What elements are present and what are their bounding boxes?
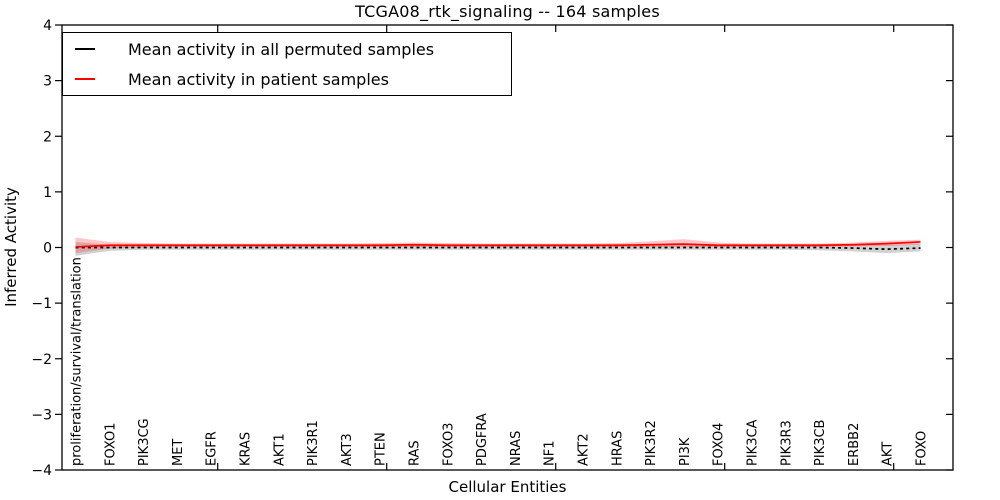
category-label: EGFR: [205, 431, 220, 466]
category-label: AKT1: [272, 433, 287, 466]
category-label: PIK3R1: [306, 420, 321, 466]
legend-line-sample-red: [75, 78, 95, 80]
category-label: AKT: [881, 442, 896, 466]
category-label: FOXO1: [103, 423, 118, 466]
category-label: NRAS: [509, 431, 524, 466]
y-tick-label: −2: [31, 352, 52, 368]
category-label: PIK3CA: [746, 419, 761, 466]
category-label: PIK3R3: [779, 420, 794, 466]
y-tick-label: 3: [43, 74, 52, 90]
legend-line-sample-black: [75, 48, 95, 50]
category-label: NF1: [543, 441, 558, 466]
y-tick-label: 2: [43, 129, 52, 145]
legend-label-permuted: Mean activity in all permuted samples: [128, 39, 435, 59]
category-label: HRAS: [610, 431, 625, 466]
category-label: PDGFRA: [475, 413, 490, 466]
legend-entry-permuted: Mean activity in all permuted samples: [63, 34, 511, 64]
category-label: PIK3R2: [644, 420, 659, 466]
category-label: FOXO3: [441, 423, 456, 466]
series-line-1: [75, 241, 921, 248]
category-label: RAS: [408, 440, 423, 466]
category-label: ERBB2: [847, 423, 862, 466]
category-label: PIK3CB: [813, 420, 828, 466]
legend: Mean activity in all permuted samples Me…: [62, 32, 512, 96]
category-label: FOXO4: [712, 423, 727, 466]
y-axis-label: Inferred Activity: [2, 187, 20, 307]
category-label: AKT2: [577, 433, 592, 466]
series-line-0: [75, 246, 921, 251]
category-label: KRAS: [239, 432, 254, 466]
y-tick-label: −4: [31, 463, 52, 479]
legend-entry-patient: Mean activity in patient samples: [63, 64, 511, 94]
category-label: AKT3: [340, 433, 355, 466]
category-label: proliferation/survival/translation: [70, 257, 85, 466]
chart-title: TCGA08_rtk_signaling -- 164 samples: [355, 2, 660, 21]
y-tick-label: 4: [43, 18, 52, 34]
y-tick-label: 0: [43, 241, 52, 257]
legend-label-patient: Mean activity in patient samples: [128, 69, 389, 89]
y-tick-label: −1: [31, 296, 52, 312]
x-axis-label: Cellular Entities: [448, 478, 567, 496]
category-label: PTEN: [374, 432, 389, 466]
category-label: FOXO: [915, 431, 930, 466]
category-label: PI3K: [678, 437, 693, 466]
y-tick-label: −3: [31, 407, 52, 423]
y-tick-label: 1: [43, 185, 52, 201]
category-label: PIK3CG: [137, 418, 152, 466]
category-label: MET: [171, 439, 186, 466]
